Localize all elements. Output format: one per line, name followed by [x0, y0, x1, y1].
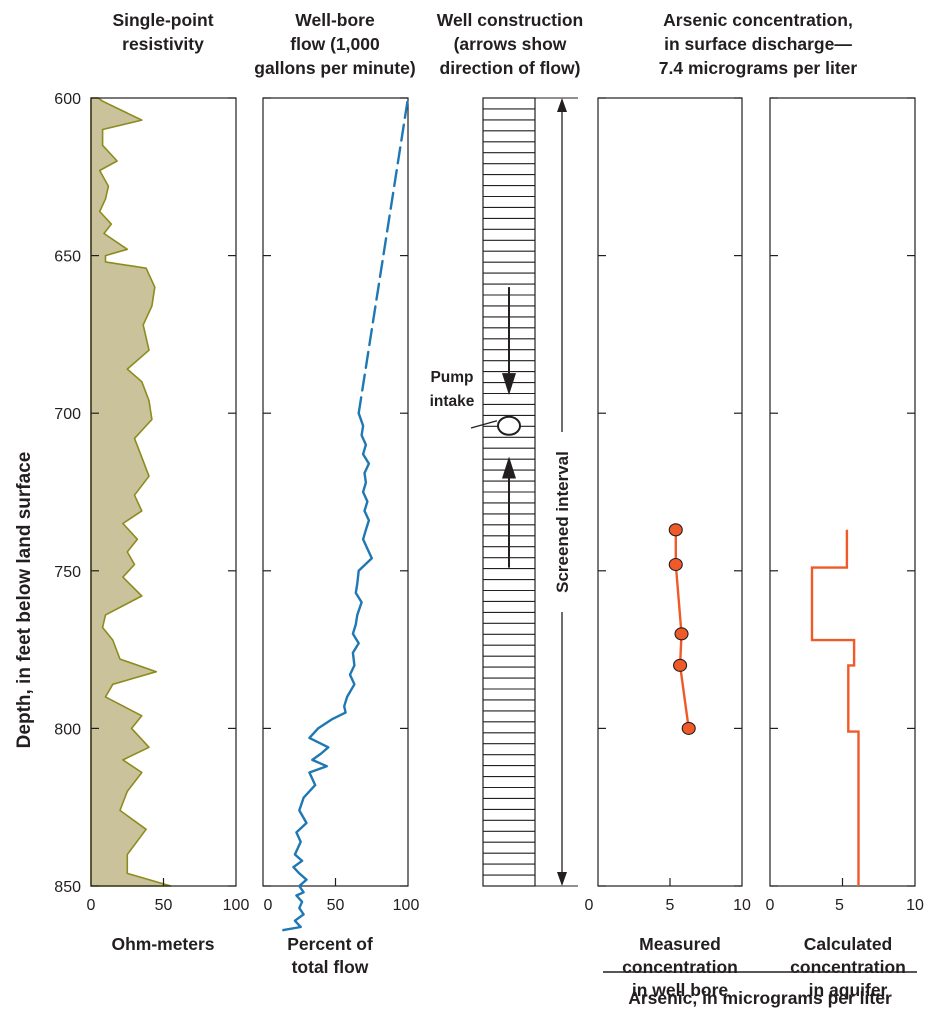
arrow-down-icon: [502, 373, 516, 396]
x-tick-label: 5: [666, 897, 675, 914]
arrowhead-icon: [557, 98, 567, 112]
x-tick-label: 0: [264, 897, 273, 914]
y-tick-label: 700: [54, 406, 81, 423]
calculated-frame: [769, 97, 916, 887]
panel-title: Single-point: [112, 10, 213, 30]
flow-line-dashed: [357, 96, 410, 415]
x-axis-label: in aquifer: [809, 980, 888, 1000]
calculated-arsenic-panel: 0 5 10 Calculated concentration in aquifer: [766, 97, 924, 1000]
panel-title: in surface discharge—: [664, 34, 852, 54]
y-tick-label: 850: [54, 879, 81, 896]
resistivity-panel: 600 650 700 750 800 850 0 50 100 Ohm-meters: [54, 91, 249, 954]
x-tick-label: 0: [87, 897, 96, 914]
x-tick-label: 0: [766, 897, 775, 914]
screened-interval-label: Screened interval: [553, 451, 572, 593]
measured-point: [681, 721, 696, 735]
panel-title: (arrows show: [454, 34, 567, 54]
x-tick-label: 50: [155, 897, 173, 914]
x-axis-label: in well bore: [632, 980, 729, 1000]
x-tick-label: 0: [585, 897, 594, 914]
y-tick-label: 600: [54, 91, 81, 108]
x-tick-label: 10: [906, 897, 924, 914]
measured-point: [674, 627, 689, 641]
measured-arsenic-panel: 0 5 10 Measured concentration in well bore: [585, 97, 751, 1000]
x-tick-label: 5: [835, 897, 844, 914]
pump-intake-label: Pump: [430, 369, 473, 386]
x-axis-label: Percent of: [287, 934, 373, 954]
y-tick-label: 650: [54, 249, 81, 266]
pump-intake-label: intake: [430, 393, 475, 410]
pump-intake-leader: [470, 420, 498, 429]
bottom-group-label: Arsenic, in micrograms per liter: [628, 988, 892, 1008]
y-tick-label: 800: [54, 721, 81, 738]
panel-title: Arsenic concentration,: [663, 10, 853, 30]
flow-line: [282, 412, 373, 932]
x-tick-label: 100: [223, 897, 250, 914]
calculated-step-line: [810, 529, 860, 886]
panel-title: 7.4 micrograms per liter: [659, 58, 858, 78]
panel-title: direction of flow): [440, 58, 581, 78]
arrow-up-icon: [502, 456, 516, 479]
well-construction-panel: Pump intake Screened interval: [430, 97, 578, 887]
resistivity-area: [90, 97, 172, 887]
panel-title: gallons per minute): [254, 58, 415, 78]
panel-title: flow (1,000: [290, 34, 380, 54]
x-tick-label: 10: [733, 897, 751, 914]
x-axis-label: total flow: [292, 957, 369, 977]
x-tick-label: 100: [393, 897, 420, 914]
x-axis-label: concentration: [622, 957, 738, 977]
measured-point: [668, 523, 683, 537]
flow-panel: 0 50 100 Percent of total flow: [262, 96, 420, 977]
panel-title: Well construction: [437, 10, 584, 30]
x-axis-label: Ohm-meters: [111, 934, 214, 954]
measured-point: [668, 557, 683, 572]
y-axis-label: Depth, in feet below land surface: [14, 452, 35, 749]
x-axis-label: concentration: [790, 957, 906, 977]
panel-title: resistivity: [122, 34, 204, 54]
y-tick-label: 750: [54, 564, 81, 581]
pump-intake-icon: [497, 415, 521, 436]
measured-frame: [597, 97, 743, 887]
x-tick-label: 50: [327, 897, 345, 914]
x-axis-label: Measured: [639, 934, 721, 954]
panel-title: Well-bore: [295, 10, 375, 30]
arrowhead-icon: [557, 872, 567, 886]
flow-frame: [262, 97, 409, 887]
x-axis-label: Calculated: [804, 934, 893, 954]
measured-point: [673, 658, 688, 672]
